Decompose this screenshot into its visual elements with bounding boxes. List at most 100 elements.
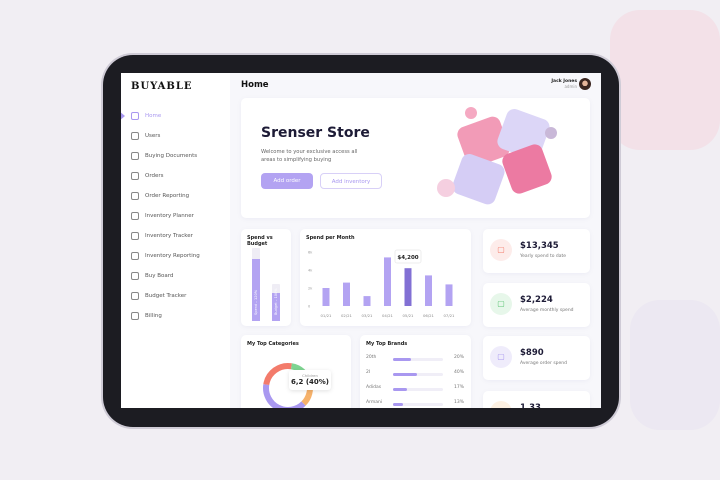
bar-02/21[interactable]	[343, 282, 350, 306]
brand-bar-track	[393, 373, 443, 376]
brand-name: 2I	[366, 370, 371, 375]
card-title: My Top Categories	[247, 341, 299, 347]
sidebar-item-inventory-tracker[interactable]: Inventory Tracker	[121, 226, 230, 246]
x-tick-label: 06/21	[423, 313, 435, 318]
donut-segment[interactable]	[263, 384, 306, 408]
puzzle-illustration	[437, 107, 557, 205]
bar-06/21[interactable]	[425, 275, 432, 306]
card-title: Spend per Month	[306, 235, 355, 241]
budget-bar-track: Budget – 100%	[272, 284, 280, 321]
stat-label: Average monthly spend	[520, 308, 574, 313]
brand-percent: 20%	[453, 355, 464, 360]
brand-percent: 40%	[453, 370, 464, 375]
sidebar-item-inventory-planner[interactable]: Inventory Planner	[121, 206, 230, 226]
x-tick-label: 07/21	[444, 313, 456, 318]
puzzle-decoration	[610, 10, 720, 150]
x-tick-label: 03/21	[362, 313, 374, 318]
brand-bar-fill	[393, 373, 417, 376]
sidebar-item-label: Inventory Tracker	[145, 233, 193, 239]
stat-value: $890	[520, 348, 544, 358]
brand-percent: 17%	[453, 385, 464, 390]
y-tick-label: 4k	[308, 269, 313, 273]
sidebar-item-label: Users	[145, 133, 161, 139]
sidebar-item-label: Orders	[145, 173, 164, 179]
brand-percent: 13%	[453, 400, 464, 405]
stat-value: 1,33	[520, 403, 541, 408]
stat-card: ▢ $2,224 Average monthly spend	[483, 283, 590, 327]
app-screen: BUYABLE Home Users Buying Documents Orders O…	[121, 73, 601, 408]
stat-card: ▢ $13,345 Yearly spend to date	[483, 229, 590, 273]
sidebar-item-label: Billing	[145, 313, 162, 319]
bar-03/21[interactable]	[363, 296, 371, 306]
puzzle-decoration	[630, 300, 720, 430]
brand-bar-fill	[393, 358, 411, 361]
y-tick-label: 6k	[308, 251, 313, 255]
sidebar-item-order-reporting[interactable]: Order Reporting	[121, 186, 230, 206]
brand-name: Adidas	[366, 385, 382, 390]
top-categories-card: My Top Categories Children 6,2 (40%)	[241, 335, 351, 408]
sidebar-item-users[interactable]: Users	[121, 126, 230, 146]
user-role: admin	[564, 84, 577, 89]
sidebar-item-home[interactable]: Home	[121, 106, 230, 126]
bar-01/21[interactable]	[322, 288, 330, 306]
document-icon	[131, 152, 139, 160]
home-icon	[131, 112, 139, 120]
sidebar-nav: Home Users Buying Documents Orders Order Rep…	[121, 106, 230, 326]
sidebar-item-label: Budget Tracker	[145, 293, 187, 299]
y-tick-label: 0	[308, 305, 310, 309]
sidebar-item-budget-tracker[interactable]: Budget Tracker	[121, 286, 230, 306]
sidebar-item-label: Order Reporting	[145, 193, 190, 199]
sidebar-item-billing[interactable]: Billing	[121, 306, 230, 326]
donut-tooltip: Children 6,2 (40%)	[289, 370, 331, 390]
stat-card: ▢ $890 Average order spend	[483, 336, 590, 380]
top-brands-card: My Top Brands 20th 20% 2I 40% Adidas 17% Arman…	[360, 335, 471, 408]
budget-bar-fill: Budget – 100%	[272, 288, 280, 321]
sidebar-item-buying-documents[interactable]: Buying Documents	[121, 146, 230, 166]
x-tick-label: 01/21	[321, 313, 333, 318]
budget-bar-label: Budget – 100%	[274, 288, 278, 315]
sidebar-item-buy-board[interactable]: Buy Board	[121, 266, 230, 286]
report-icon	[131, 192, 139, 200]
tooltip-label: Children	[302, 373, 318, 378]
avatar[interactable]	[579, 78, 591, 90]
tooltip-value: $4,200	[397, 255, 418, 261]
bar-07/21[interactable]	[445, 284, 453, 306]
add-order-button[interactable]: Add order	[261, 173, 313, 189]
brand-name: 20th	[366, 355, 377, 360]
spend-per-month-card: Spend per Month 0 2k 4k 6k 01/21 02/21 03/21 04…	[300, 229, 471, 326]
bar-04/21[interactable]	[384, 257, 391, 306]
wallet-icon	[131, 312, 139, 320]
brand-row: 20th 20%	[366, 355, 464, 363]
user-info[interactable]: Jack Jones admin	[551, 79, 577, 89]
planner-icon	[131, 212, 139, 220]
stat-value: $13,345	[520, 241, 559, 251]
x-tick-label: 02/21	[341, 313, 353, 318]
search-icon	[131, 232, 139, 240]
brand-row: 2I 40%	[366, 370, 464, 378]
brand-row: Armani 13%	[366, 400, 464, 408]
wallet-icon: ▢	[490, 293, 512, 315]
sidebar-item-label: Inventory Reporting	[145, 253, 200, 259]
bar-05/21[interactable]	[404, 268, 412, 306]
card-title: Spend vs Budget	[247, 235, 273, 247]
sidebar-item-label: Buy Board	[145, 273, 174, 279]
users-icon	[131, 132, 139, 140]
calendar-icon	[131, 272, 139, 280]
sidebar-item-inventory-reporting[interactable]: Inventory Reporting	[121, 246, 230, 266]
budget-bar-label: Spend – 120%	[254, 289, 258, 315]
add-inventory-button[interactable]: Add inventory	[320, 173, 382, 189]
brand-bar-track	[393, 388, 443, 391]
bag-icon	[131, 172, 139, 180]
store-subtitle: Welcome to your exclusive access all are…	[261, 149, 358, 163]
budget-bar-fill: Spend – 120%	[252, 258, 260, 321]
logo: BUYABLE	[131, 81, 193, 92]
brand-row: Adidas 17%	[366, 385, 464, 393]
donut-segment[interactable]	[263, 363, 292, 386]
sidebar-item-label: Buying Documents	[145, 153, 198, 159]
sidebar-item-orders[interactable]: Orders	[121, 166, 230, 186]
hero-card: Srenser Store Welcome to your exclusive …	[241, 98, 590, 218]
report-icon	[131, 252, 139, 260]
stat-label: Yearly spend to date	[520, 254, 567, 259]
box-icon: ▢	[490, 401, 512, 408]
store-title: Srenser Store	[261, 125, 370, 141]
